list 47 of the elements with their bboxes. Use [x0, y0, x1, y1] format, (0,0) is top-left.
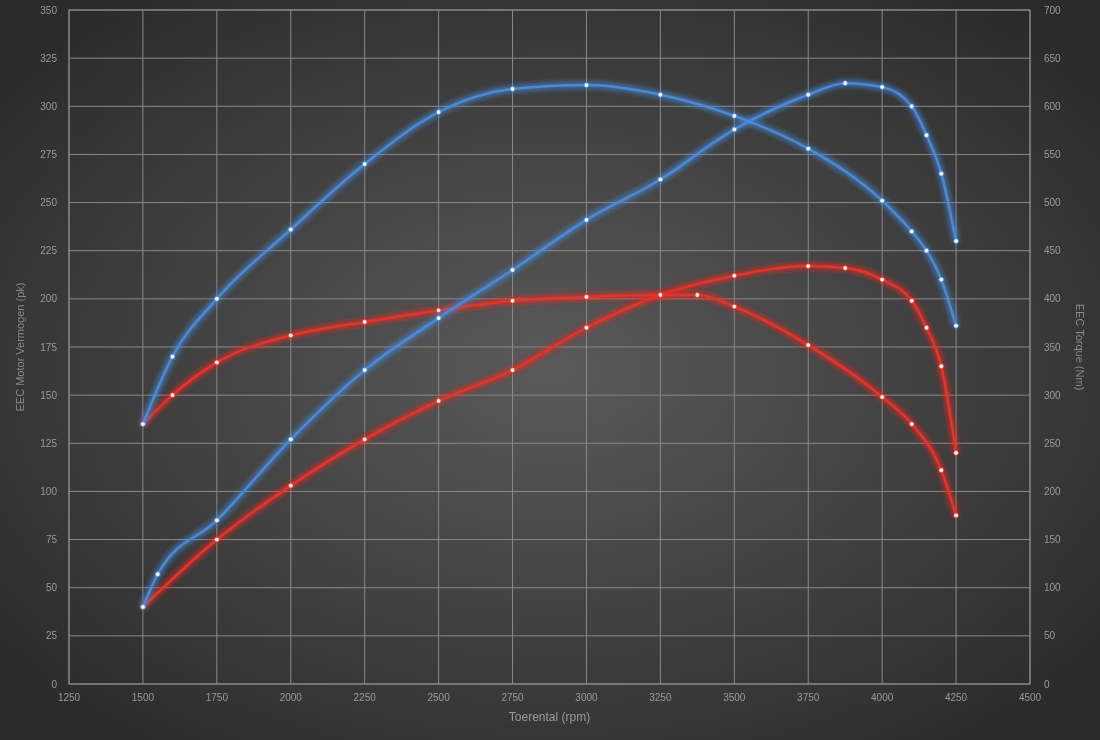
x-tick-label: 3500 [723, 692, 746, 703]
y2-tick-label: 700 [1044, 4, 1062, 16]
y-tick-label: 325 [40, 52, 58, 64]
x-axis-title: Toerental (rpm) [508, 710, 591, 724]
y2-tick-label: 200 [1044, 485, 1062, 497]
x-tick-label: 2750 [501, 692, 525, 703]
y2-tick-label: 450 [1044, 245, 1062, 257]
y-tick-label: 225 [40, 245, 58, 257]
y2-tick-label: 600 [1044, 100, 1062, 112]
y2-tick-label: 650 [1044, 52, 1062, 64]
y-tick-label: 0 [51, 678, 58, 690]
y2-tick-label: 500 [1044, 197, 1062, 209]
y2-tick-label: 550 [1044, 148, 1062, 160]
y2-tick-label: 150 [1044, 534, 1062, 546]
y-tick-label: 175 [40, 341, 58, 353]
y-tick-label: 250 [40, 197, 58, 209]
y-tick-label: 125 [40, 437, 58, 449]
y-tick-label: 75 [45, 534, 58, 546]
x-tick-label: 4250 [944, 692, 968, 703]
y-tick-label: 150 [40, 389, 58, 401]
y-tick-label: 25 [45, 630, 58, 642]
y-tick-label: 50 [45, 582, 58, 594]
x-tick-label: 1250 [57, 692, 81, 703]
y-tick-label: 200 [40, 293, 58, 305]
x-tick-label: 3000 [575, 692, 599, 703]
x-tick-label: 4500 [1018, 692, 1042, 703]
y-tick-label: 100 [40, 485, 58, 497]
y2-tick-label: 250 [1044, 437, 1062, 449]
x-tick-label: 3250 [649, 692, 672, 703]
y2-axis-title: EEC Torque (Nm) [1074, 303, 1086, 391]
y2-tick-label: 350 [1044, 341, 1062, 353]
y-tick-label: 350 [40, 4, 58, 16]
y2-tick-label: 100 [1044, 582, 1062, 594]
x-tick-label: 2000 [279, 692, 303, 703]
x-tick-label: 1500 [131, 692, 155, 703]
x-tick-label: 3750 [797, 692, 820, 703]
y2-tick-label: 300 [1044, 389, 1062, 401]
y-tick-label: 300 [40, 100, 58, 112]
y-tick-label: 275 [40, 148, 58, 160]
x-tick-label: 2500 [427, 692, 451, 703]
y2-tick-label: 50 [1044, 630, 1056, 642]
y2-tick-label: 400 [1044, 293, 1062, 305]
x-tick-label: 4000 [871, 692, 894, 703]
y-axis-title: EEC Motor Vermogen (pk) [14, 282, 26, 412]
x-tick-label: 1750 [205, 692, 229, 703]
y2-tick-label: 0 [1044, 678, 1050, 690]
x-tick-label: 2250 [353, 692, 377, 703]
